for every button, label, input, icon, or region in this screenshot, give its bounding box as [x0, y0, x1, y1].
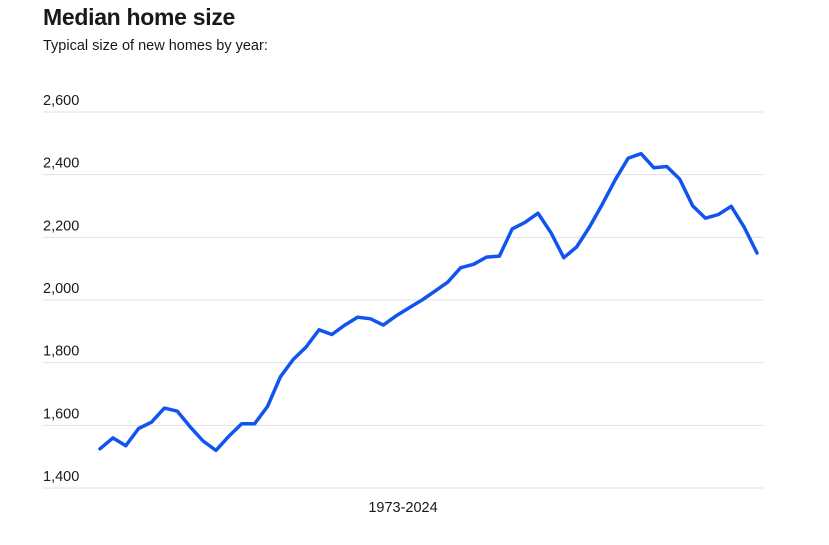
x-axis-label: 1973-2024 — [368, 500, 438, 516]
y-tick-label: 1,600 — [43, 406, 79, 422]
home-size-line — [98, 151, 759, 453]
chart-title: Median home size — [43, 4, 236, 30]
y-tick-label: 1,400 — [43, 469, 79, 485]
chart-subtitle: Typical size of new homes by year: — [43, 38, 268, 54]
y-tick-label: 2,200 — [43, 218, 79, 234]
y-tick-label: 1,800 — [43, 344, 79, 360]
y-tick-label: 2,600 — [43, 93, 79, 109]
y-tick-label: 2,000 — [43, 281, 79, 297]
y-tick-label: 2,400 — [43, 156, 79, 172]
